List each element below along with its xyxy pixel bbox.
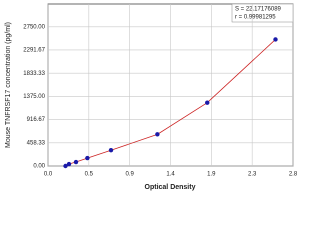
x-tick-label: 2.3 (248, 172, 257, 178)
chart: Optical Density Mouse TNFRSF17 concentra… (5, 3, 298, 191)
x-tick-label: 0.9 (125, 172, 134, 178)
point (273, 37, 278, 42)
x-tick-label: 1.4 (166, 172, 175, 178)
annotation: S = 22.17176089 (235, 7, 282, 13)
x-tick-label: 0.0 (44, 172, 53, 178)
x-tick-label: 1.9 (207, 172, 216, 178)
point (73, 159, 79, 165)
y-tick-label: 0.00 (33, 164, 45, 170)
point (108, 148, 114, 153)
y-tick-label: 916.67 (27, 117, 46, 123)
point (155, 132, 160, 137)
point (63, 163, 68, 169)
y-tick-label: 2750.00 (23, 24, 45, 30)
x-axis-label: Optical Density (145, 184, 196, 191)
y-tick-label: 1375.00 (23, 94, 45, 100)
y-tick-label: 2291.67 (23, 48, 45, 54)
x-tick-label: 2.8 (289, 172, 298, 178)
point (66, 161, 72, 167)
y-tick-label: 458.33 (27, 140, 46, 146)
x-tick-label: 0.5 (85, 172, 94, 178)
y-axis-label: Mouse TNFRSF17 concentration (pg/ml) (5, 22, 12, 148)
y-tick-label: 1833.33 (23, 71, 45, 77)
annotation: r = 0.99981295 (235, 15, 276, 21)
point (205, 100, 210, 105)
point (85, 155, 90, 161)
